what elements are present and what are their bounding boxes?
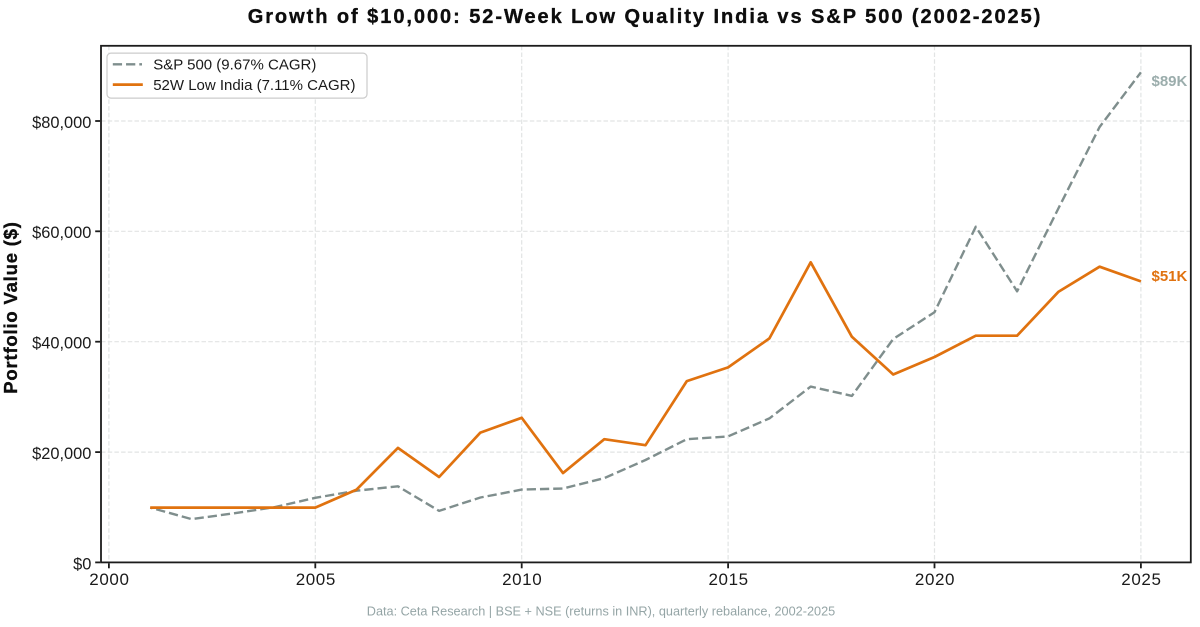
svg-text:Portfolio Value ($): Portfolio Value ($) bbox=[0, 221, 21, 393]
svg-text:2025: 2025 bbox=[1121, 570, 1161, 589]
svg-text:2020: 2020 bbox=[915, 570, 955, 589]
svg-text:$40,000: $40,000 bbox=[32, 335, 91, 353]
svg-text:$51K: $51K bbox=[1152, 268, 1188, 285]
svg-text:$80,000: $80,000 bbox=[32, 114, 91, 132]
svg-text:2010: 2010 bbox=[502, 570, 542, 589]
svg-text:52W Low India (7.11% CAGR): 52W Low India (7.11% CAGR) bbox=[153, 77, 355, 94]
svg-text:2000: 2000 bbox=[89, 570, 129, 589]
svg-text:Data: Ceta Research | BSE + NS: Data: Ceta Research | BSE + NSE (returns… bbox=[367, 605, 835, 619]
svg-text:$20,000: $20,000 bbox=[32, 445, 91, 463]
svg-text:2015: 2015 bbox=[708, 570, 748, 589]
svg-text:$89K: $89K bbox=[1152, 73, 1188, 90]
svg-text:S&P 500 (9.67% CAGR): S&P 500 (9.67% CAGR) bbox=[153, 57, 316, 74]
svg-text:$60,000: $60,000 bbox=[32, 224, 91, 242]
svg-text:$0: $0 bbox=[73, 555, 91, 573]
svg-text:Growth of $10,000: 52-Week Low: Growth of $10,000: 52-Week Low Quality I… bbox=[248, 6, 1043, 28]
svg-text:2005: 2005 bbox=[296, 570, 336, 589]
